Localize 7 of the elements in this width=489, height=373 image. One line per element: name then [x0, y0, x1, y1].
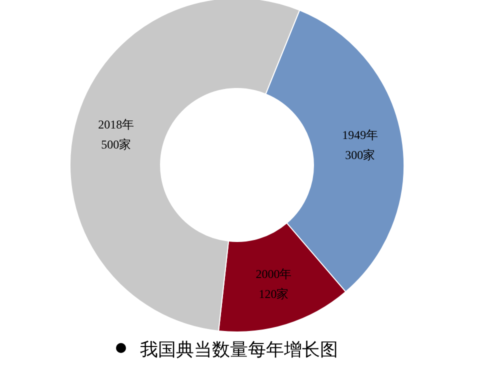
- text: 我国典当数量每年增长图: [140, 340, 338, 360]
- data-label: 300家: [345, 148, 376, 162]
- slice-label: 2000年: [256, 267, 292, 282]
- slice-label: 2018年: [98, 117, 134, 132]
- data-label: 500家: [101, 137, 132, 152]
- slice-label: 1949年: [342, 128, 378, 142]
- data-label: 120家: [258, 287, 289, 302]
